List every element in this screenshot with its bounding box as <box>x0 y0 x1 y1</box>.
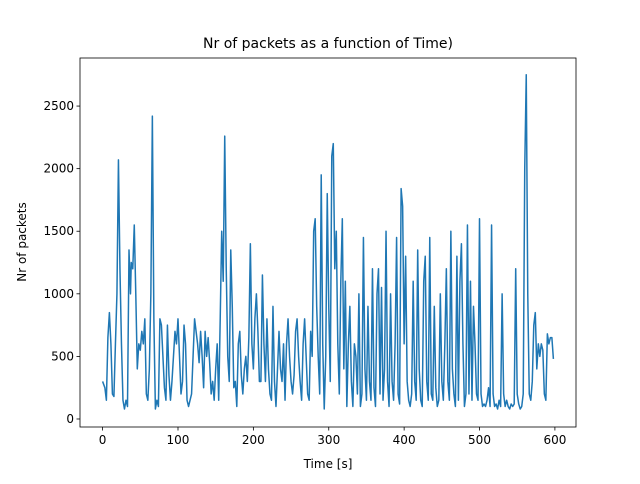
axes-frame <box>79 57 577 428</box>
x-tick-label: 200 <box>242 433 265 447</box>
line-series <box>101 74 555 410</box>
y-tick-label: 2000 <box>43 162 74 176</box>
y-tick-label: 2500 <box>43 99 74 113</box>
x-tick-label: 300 <box>317 433 340 447</box>
x-tick-label: 500 <box>468 433 491 447</box>
y-axis-label: Nr of packets <box>15 202 29 282</box>
y-tick-label: 0 <box>66 412 74 426</box>
y-tick-label: 1500 <box>43 224 74 238</box>
x-tick-label: 100 <box>167 433 190 447</box>
x-tick-label: 0 <box>99 433 107 447</box>
x-tick-label: 400 <box>393 433 416 447</box>
y-tick-label: 500 <box>51 349 74 363</box>
x-axis-label: Time [s] <box>303 457 353 471</box>
x-tick-label: 600 <box>543 433 566 447</box>
plot-area: 0 500 1000 1500 2000 2500 0 100 200 300 400 500 600 <box>43 74 566 447</box>
y-tick-label: 1000 <box>43 287 74 301</box>
chart-title: Nr of packets as a function of Time) <box>203 36 453 52</box>
